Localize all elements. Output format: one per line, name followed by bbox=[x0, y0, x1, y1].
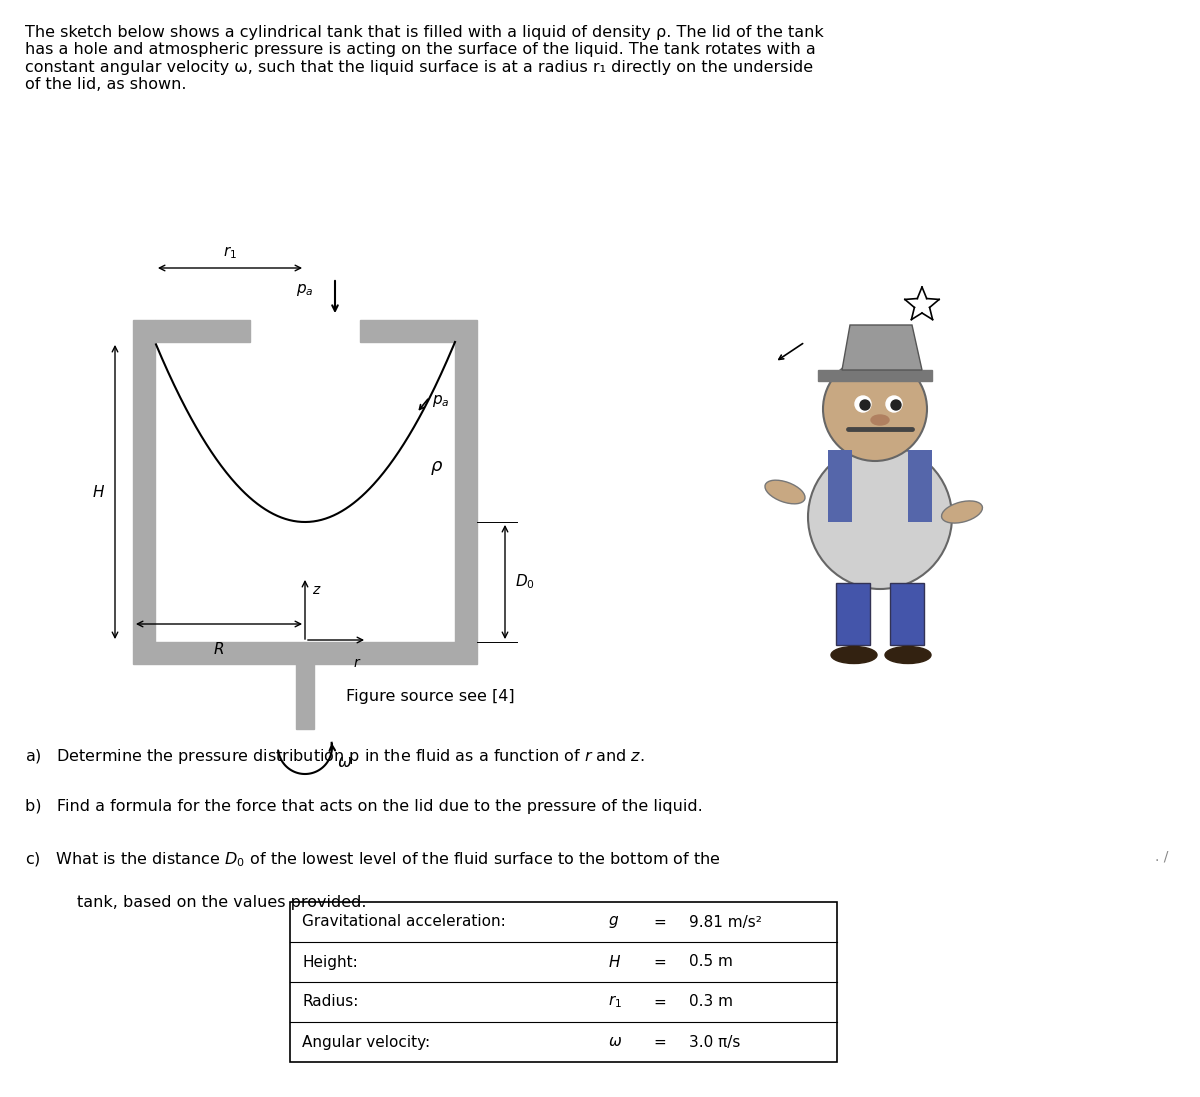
Text: . /: . / bbox=[1154, 849, 1169, 863]
Text: $R$: $R$ bbox=[214, 641, 224, 657]
Bar bbox=[818, 370, 932, 381]
Circle shape bbox=[860, 400, 870, 410]
Text: 0.5 m: 0.5 m bbox=[689, 954, 733, 970]
Bar bbox=[290, 902, 838, 1062]
Polygon shape bbox=[842, 325, 922, 370]
Bar bbox=[296, 664, 314, 730]
Bar bbox=[133, 642, 476, 664]
Bar bbox=[908, 450, 932, 522]
Text: c)   What is the distance $D_0$ of the lowest level of the fluid surface to the : c) What is the distance $D_0$ of the low… bbox=[25, 851, 721, 870]
Text: $\omega$: $\omega$ bbox=[337, 753, 352, 771]
Bar bbox=[836, 583, 870, 645]
Text: tank, based on the values provided.: tank, based on the values provided. bbox=[77, 895, 366, 911]
Text: 9.81 m/s²: 9.81 m/s² bbox=[689, 915, 762, 929]
Text: =: = bbox=[654, 954, 666, 970]
Text: $H$: $H$ bbox=[92, 484, 106, 500]
Circle shape bbox=[856, 396, 871, 412]
Text: b)   Find a formula for the force that acts on the lid due to the pressure of th: b) Find a formula for the force that act… bbox=[25, 799, 703, 814]
Text: $p_a$: $p_a$ bbox=[296, 282, 313, 298]
Text: $D_0$: $D_0$ bbox=[515, 573, 535, 591]
Text: a)   Determine the pressure distribution p in the fluid as a function of $r$ and: a) Determine the pressure distribution p… bbox=[25, 747, 644, 766]
Text: $\omega$: $\omega$ bbox=[608, 1034, 622, 1050]
Text: =: = bbox=[654, 915, 666, 929]
Bar bbox=[155, 342, 455, 642]
Text: $p_a$: $p_a$ bbox=[432, 393, 449, 409]
Text: Gravitational acceleration:: Gravitational acceleration: bbox=[302, 915, 505, 929]
Text: =: = bbox=[654, 1034, 666, 1050]
Text: =: = bbox=[654, 995, 666, 1009]
Text: $z$: $z$ bbox=[312, 583, 322, 597]
Circle shape bbox=[892, 400, 901, 410]
Text: $g$: $g$ bbox=[608, 914, 619, 930]
Bar bbox=[828, 450, 852, 522]
Text: Radius:: Radius: bbox=[302, 995, 359, 1009]
Circle shape bbox=[823, 357, 928, 461]
Text: 0.3 m: 0.3 m bbox=[689, 995, 733, 1009]
Text: Figure source see [4]: Figure source see [4] bbox=[346, 689, 515, 704]
Ellipse shape bbox=[871, 415, 889, 425]
Circle shape bbox=[808, 445, 952, 589]
Ellipse shape bbox=[886, 646, 931, 664]
Bar bbox=[455, 320, 478, 642]
Ellipse shape bbox=[832, 646, 877, 664]
Text: Height:: Height: bbox=[302, 954, 358, 970]
Text: $\rho$: $\rho$ bbox=[430, 459, 443, 477]
Text: The sketch below shows a cylindrical tank that is filled with a liquid of densit: The sketch below shows a cylindrical tan… bbox=[25, 25, 823, 92]
Text: $r_1$: $r_1$ bbox=[223, 245, 236, 261]
Text: $r$: $r$ bbox=[353, 656, 361, 670]
Circle shape bbox=[886, 396, 902, 412]
Text: $r_1$: $r_1$ bbox=[608, 994, 622, 1010]
Bar bbox=[133, 320, 155, 642]
Bar bbox=[155, 320, 250, 342]
Bar bbox=[890, 583, 924, 645]
Text: 3.0 π/s: 3.0 π/s bbox=[689, 1034, 740, 1050]
Bar bbox=[360, 320, 455, 342]
Ellipse shape bbox=[942, 501, 983, 523]
Ellipse shape bbox=[764, 480, 805, 504]
Text: Angular velocity:: Angular velocity: bbox=[302, 1034, 430, 1050]
Text: $H$: $H$ bbox=[608, 954, 622, 970]
